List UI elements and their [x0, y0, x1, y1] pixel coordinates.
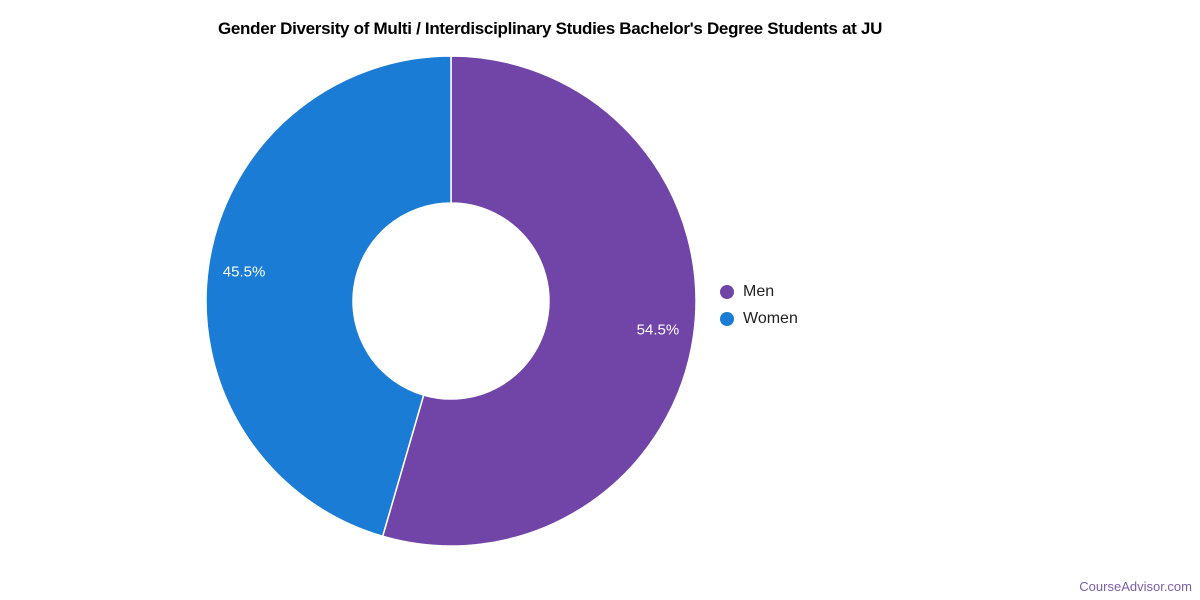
legend-swatch-men-icon — [720, 284, 734, 299]
legend: Men Women — [720, 281, 798, 335]
watermark: CourseAdvisor.com — [1079, 579, 1192, 594]
donut-slice-men — [381, 55, 697, 547]
legend-item-women: Women — [720, 308, 798, 329]
legend-label-men: Men — [743, 282, 775, 300]
chart-title: Gender Diversity of Multi / Interdiscipl… — [217, 19, 883, 38]
legend-item-men: Men — [720, 281, 798, 302]
legend-swatch-women-icon — [720, 311, 734, 326]
legend-label-women: Women — [743, 309, 798, 327]
donut-slice-women — [205, 55, 452, 538]
